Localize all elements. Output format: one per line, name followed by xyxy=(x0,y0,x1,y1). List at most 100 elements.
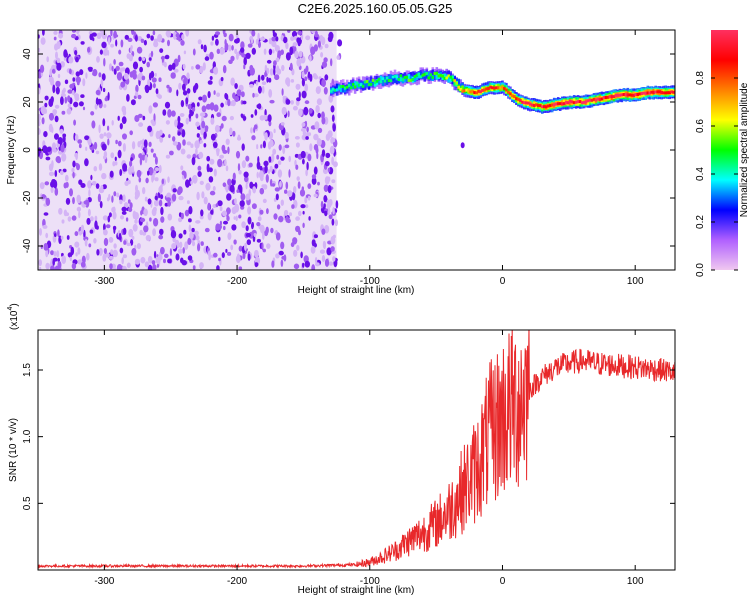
noise-speckle xyxy=(221,252,225,259)
noise-speckle xyxy=(276,204,281,210)
noise-speckle xyxy=(232,172,236,181)
ridge-segment xyxy=(662,91,665,95)
ridge-segment xyxy=(419,75,423,79)
noise-speckle xyxy=(150,70,155,79)
noise-speckle xyxy=(219,206,223,212)
noise-speckle xyxy=(228,59,233,64)
noise-speckle xyxy=(253,233,257,237)
noise-speckle xyxy=(167,176,170,183)
noise-speckle xyxy=(160,246,165,255)
ridge-segment xyxy=(341,86,345,93)
noise-speckle xyxy=(78,101,84,107)
noise-speckle xyxy=(244,242,247,251)
noise-speckle xyxy=(134,219,138,224)
noise-speckle xyxy=(305,65,309,73)
colorbar-label: Normalized spectral amplitude xyxy=(739,82,750,217)
noise-speckle xyxy=(223,220,228,225)
noise-speckle xyxy=(44,181,50,186)
noise-speckle xyxy=(48,171,55,177)
noise-speckle xyxy=(302,222,305,228)
noise-speckle xyxy=(195,148,198,156)
noise-speckle xyxy=(136,46,143,54)
noise-speckle xyxy=(134,115,140,122)
noise-speckle xyxy=(182,83,186,92)
noise-speckle xyxy=(268,120,272,127)
noise-speckle xyxy=(240,47,245,53)
noise-speckle xyxy=(93,166,98,172)
ridge-segment xyxy=(397,78,401,81)
noise-speckle xyxy=(49,68,52,77)
noise-speckle xyxy=(153,153,157,158)
snr-plot-area xyxy=(38,330,675,570)
noise-speckle xyxy=(179,241,183,249)
noise-speckle xyxy=(190,180,194,185)
noise-speckle xyxy=(265,174,269,183)
noise-speckle xyxy=(214,124,220,133)
noise-speckle xyxy=(188,206,193,215)
noise-speckle xyxy=(126,94,130,102)
ridge-segment xyxy=(459,87,462,91)
noise-speckle xyxy=(143,225,149,233)
snr-x-tick-label: -100 xyxy=(360,576,380,587)
noise-speckle xyxy=(331,179,336,184)
noise-speckle xyxy=(209,51,214,60)
noise-speckle xyxy=(278,250,284,256)
noise-speckle xyxy=(185,117,189,125)
noise-speckle xyxy=(84,238,88,247)
noise-speckle xyxy=(304,100,310,105)
noise-speckle xyxy=(192,174,198,184)
noise-speckle xyxy=(171,110,176,117)
noise-speckle xyxy=(83,200,90,205)
noise-speckle xyxy=(246,239,251,246)
noise-speckle xyxy=(108,36,111,46)
noise-speckle xyxy=(51,142,57,151)
ridge-segment xyxy=(552,103,556,107)
ridge-segment xyxy=(483,88,486,92)
noise-speckle xyxy=(323,184,329,192)
noise-speckle xyxy=(170,230,177,239)
isolated-spot xyxy=(460,142,465,149)
noise-speckle xyxy=(177,54,181,63)
noise-speckle xyxy=(46,146,52,152)
ridge-segment xyxy=(429,73,433,77)
ridge-segment xyxy=(385,78,389,85)
ridge-segment xyxy=(343,86,347,90)
noise-speckle xyxy=(54,170,58,177)
noise-speckle xyxy=(324,258,330,267)
noise-speckle xyxy=(59,128,64,134)
ridge-segment xyxy=(353,85,357,89)
noise-speckle xyxy=(196,133,200,138)
noise-speckle xyxy=(305,169,308,177)
noise-speckle xyxy=(299,189,306,197)
noise-speckle xyxy=(75,252,78,257)
ridge-segment xyxy=(391,75,395,79)
noise-speckle xyxy=(195,64,201,70)
noise-speckle xyxy=(112,161,116,167)
noise-speckle xyxy=(129,160,133,167)
noise-speckle xyxy=(82,106,86,111)
noise-speckle xyxy=(256,144,259,150)
noise-speckle xyxy=(164,101,171,109)
noise-speckle xyxy=(43,212,49,216)
ridge-segment xyxy=(622,93,626,96)
noise-speckle xyxy=(266,243,271,250)
noise-speckle xyxy=(169,150,174,156)
noise-speckle xyxy=(192,265,196,270)
noise-speckle xyxy=(267,114,272,122)
noise-speckle xyxy=(195,220,201,224)
noise-speckle xyxy=(213,104,219,112)
noise-speckle xyxy=(331,156,334,165)
ridge-segment xyxy=(539,104,542,108)
noise-speckle xyxy=(186,141,192,146)
noise-speckle xyxy=(242,252,246,260)
noise-speckle xyxy=(176,121,182,130)
noise-speckle xyxy=(84,135,90,141)
colorbar-tick-label: 0.2 xyxy=(695,215,706,229)
noise-speckle xyxy=(231,206,237,215)
noise-speckle xyxy=(55,86,60,95)
noise-speckle xyxy=(241,113,244,119)
noise-speckle xyxy=(274,74,280,81)
noise-speckle xyxy=(212,186,216,191)
noise-speckle xyxy=(257,74,261,83)
noise-speckle xyxy=(122,143,126,152)
